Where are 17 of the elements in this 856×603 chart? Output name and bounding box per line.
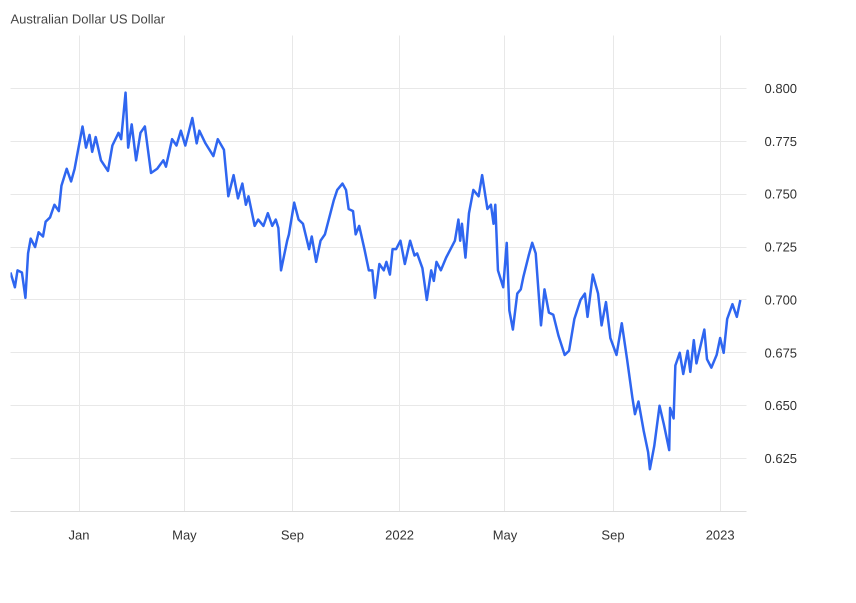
y-tick-label: 0.775 [764,134,798,149]
x-tick-label: 2023 [706,528,735,542]
y-tick-label: 0.750 [764,186,798,202]
y-tick-label: 0.800 [764,80,798,96]
y-tick-label: 0.625 [764,451,798,466]
x-tick-label: Sep [280,528,304,542]
x-tick-label: Jan [68,528,90,542]
y-tick-label: 0.700 [764,292,798,308]
line-series [10,91,742,470]
x-tick-label: 2022 [385,528,414,542]
y-tick-label: 0.650 [764,398,798,414]
x-tick-label: Sep [601,528,625,542]
x-tick-label: May [492,528,518,542]
x-tick-label: May [172,528,198,542]
y-tick-label: 0.725 [764,240,798,255]
y-tick-label: 0.675 [764,345,798,360]
chart-title: Australian Dollar US Dollar [10,12,166,26]
